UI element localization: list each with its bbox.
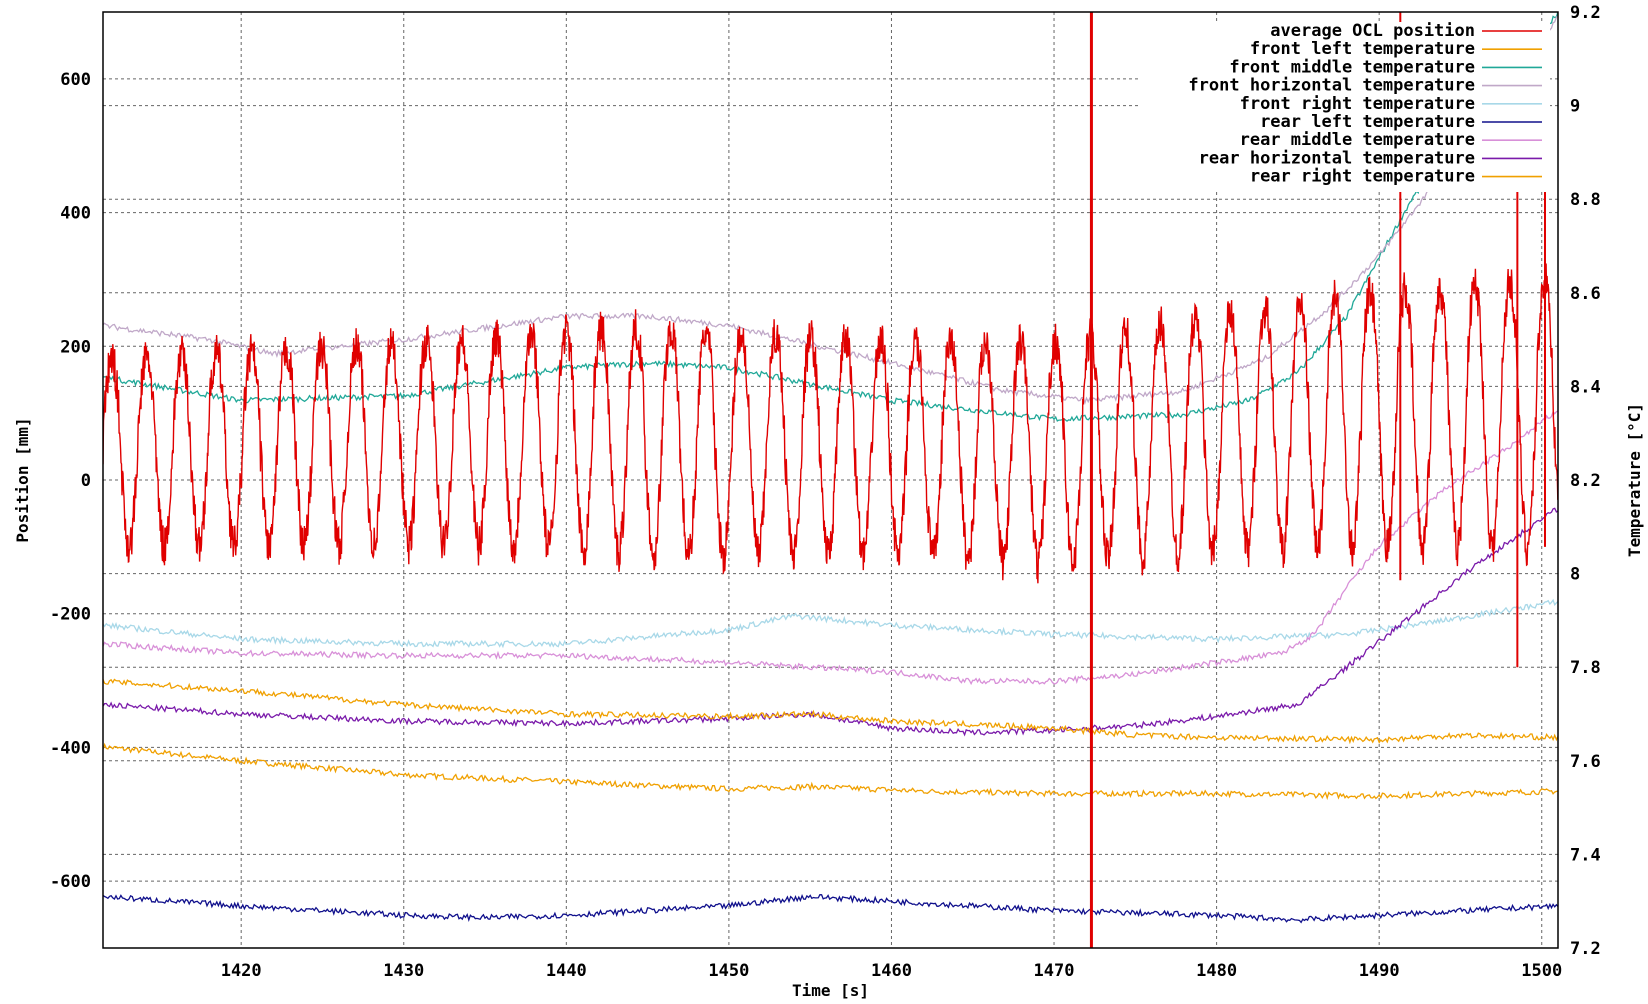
series-line-front-middle-temperature [103, 12, 1558, 422]
series-line-rear-right-temperature [103, 678, 1558, 745]
legend-label: front right temperature [1240, 94, 1475, 114]
series-line-front-right-temperature [103, 598, 1558, 649]
legend-label: front horizontal temperature [1188, 76, 1475, 96]
x-tick-label: 1430 [383, 961, 424, 981]
y-tick-label-right: 8.2 [1570, 471, 1601, 491]
y-tick-label-right: 8.4 [1570, 377, 1601, 397]
y-tick-label-left: 200 [60, 337, 91, 357]
y-tick-label-right: 7.4 [1570, 845, 1601, 865]
y-tick-label-right: 9.2 [1570, 3, 1601, 23]
x-tick-label: 1500 [1521, 961, 1562, 981]
x-axis-title: Time [s] [792, 981, 869, 1000]
y-axis-title-right: Temperature [°C] [1625, 403, 1644, 557]
legend-label: rear right temperature [1250, 167, 1475, 187]
series-line-rear-left-temperature [103, 894, 1558, 924]
legend-label: front left temperature [1250, 39, 1475, 59]
y-tick-label-left: -200 [50, 605, 91, 625]
axis-ticks: 1420 1430 1440 1450 1460 1470 1480 1490 1500 -600… [50, 3, 1601, 981]
y-tick-label-left: 0 [81, 471, 91, 491]
plot-frame [102, 11, 1559, 949]
y-tick-label-right: 7.6 [1570, 752, 1601, 772]
x-tick-label: 1460 [871, 961, 912, 981]
series-line-average-ocl-position [103, 263, 1558, 584]
y-tick-label-left: -600 [50, 872, 91, 892]
y-tick-label-right: 8 [1570, 565, 1580, 585]
legend-label: average OCL position [1270, 21, 1475, 41]
x-tick-label: 1480 [1196, 961, 1237, 981]
y-axis-title-left: Position [mm] [13, 417, 32, 542]
legend-label: front middle temperature [1229, 57, 1475, 77]
x-tick-label: 1450 [708, 961, 749, 981]
legend-label: rear horizontal temperature [1199, 148, 1475, 168]
x-tick-label: 1420 [221, 961, 262, 981]
series-line-front-horizontal-temperature [103, 15, 1558, 406]
series-line-rear-horizontal-temperature [103, 507, 1558, 737]
grid-lines [103, 11, 1558, 949]
series-line-front-left-temperature [103, 742, 1558, 801]
y-tick-label-right: 8.8 [1570, 190, 1601, 210]
y-tick-label-right: 9 [1570, 97, 1580, 117]
y-tick-label-right: 8.6 [1570, 284, 1601, 304]
legend-background [1140, 22, 1550, 192]
x-tick-label: 1490 [1359, 961, 1400, 981]
y-tick-label-left: 600 [60, 70, 91, 90]
x-tick-label: 1440 [546, 961, 587, 981]
y-tick-label-right: 7.8 [1570, 658, 1601, 678]
series-line-rear-middle-temperature [103, 410, 1558, 686]
y-tick-label-left: -400 [50, 738, 91, 758]
x-tick-label: 1470 [1034, 961, 1075, 981]
y-tick-label-left: 400 [60, 204, 91, 224]
legend-label: rear left temperature [1260, 112, 1475, 132]
y-tick-label-right: 7.2 [1570, 939, 1601, 959]
legend-label: rear middle temperature [1240, 130, 1475, 150]
